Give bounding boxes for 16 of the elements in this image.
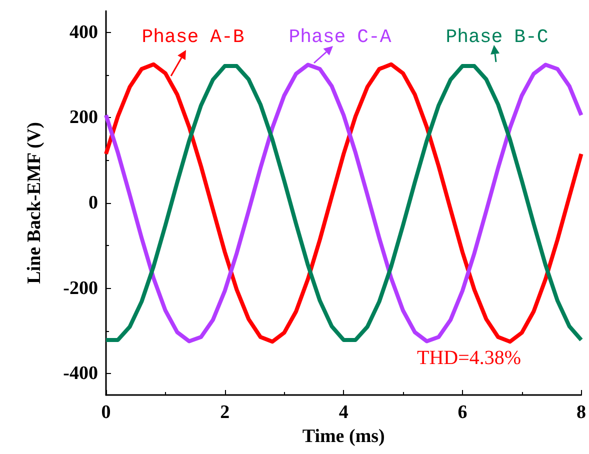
series-label: Phase C-A bbox=[288, 26, 392, 48]
y-tick-label: 200 bbox=[70, 107, 98, 128]
annotation: THD=4.38% bbox=[416, 347, 522, 369]
x-tick-label: 4 bbox=[338, 402, 349, 423]
series-label: Phase A-B bbox=[142, 26, 244, 48]
x-tick-label: 0 bbox=[101, 402, 111, 423]
y-tick-label: 0 bbox=[88, 192, 98, 214]
x-tick-label: 6 bbox=[458, 402, 468, 423]
y-tick-label: -400 bbox=[63, 363, 98, 384]
y-tick-label: -200 bbox=[63, 278, 98, 299]
x-tick-label: 8 bbox=[576, 402, 586, 423]
x-tick-label: 2 bbox=[220, 402, 230, 423]
y-axis-title: Line Back-EMF (V) bbox=[24, 122, 45, 284]
series-label: Phase B-C bbox=[446, 26, 548, 48]
y-tick-label: 400 bbox=[70, 22, 98, 43]
x-axis-title: Time (ms) bbox=[302, 426, 385, 447]
